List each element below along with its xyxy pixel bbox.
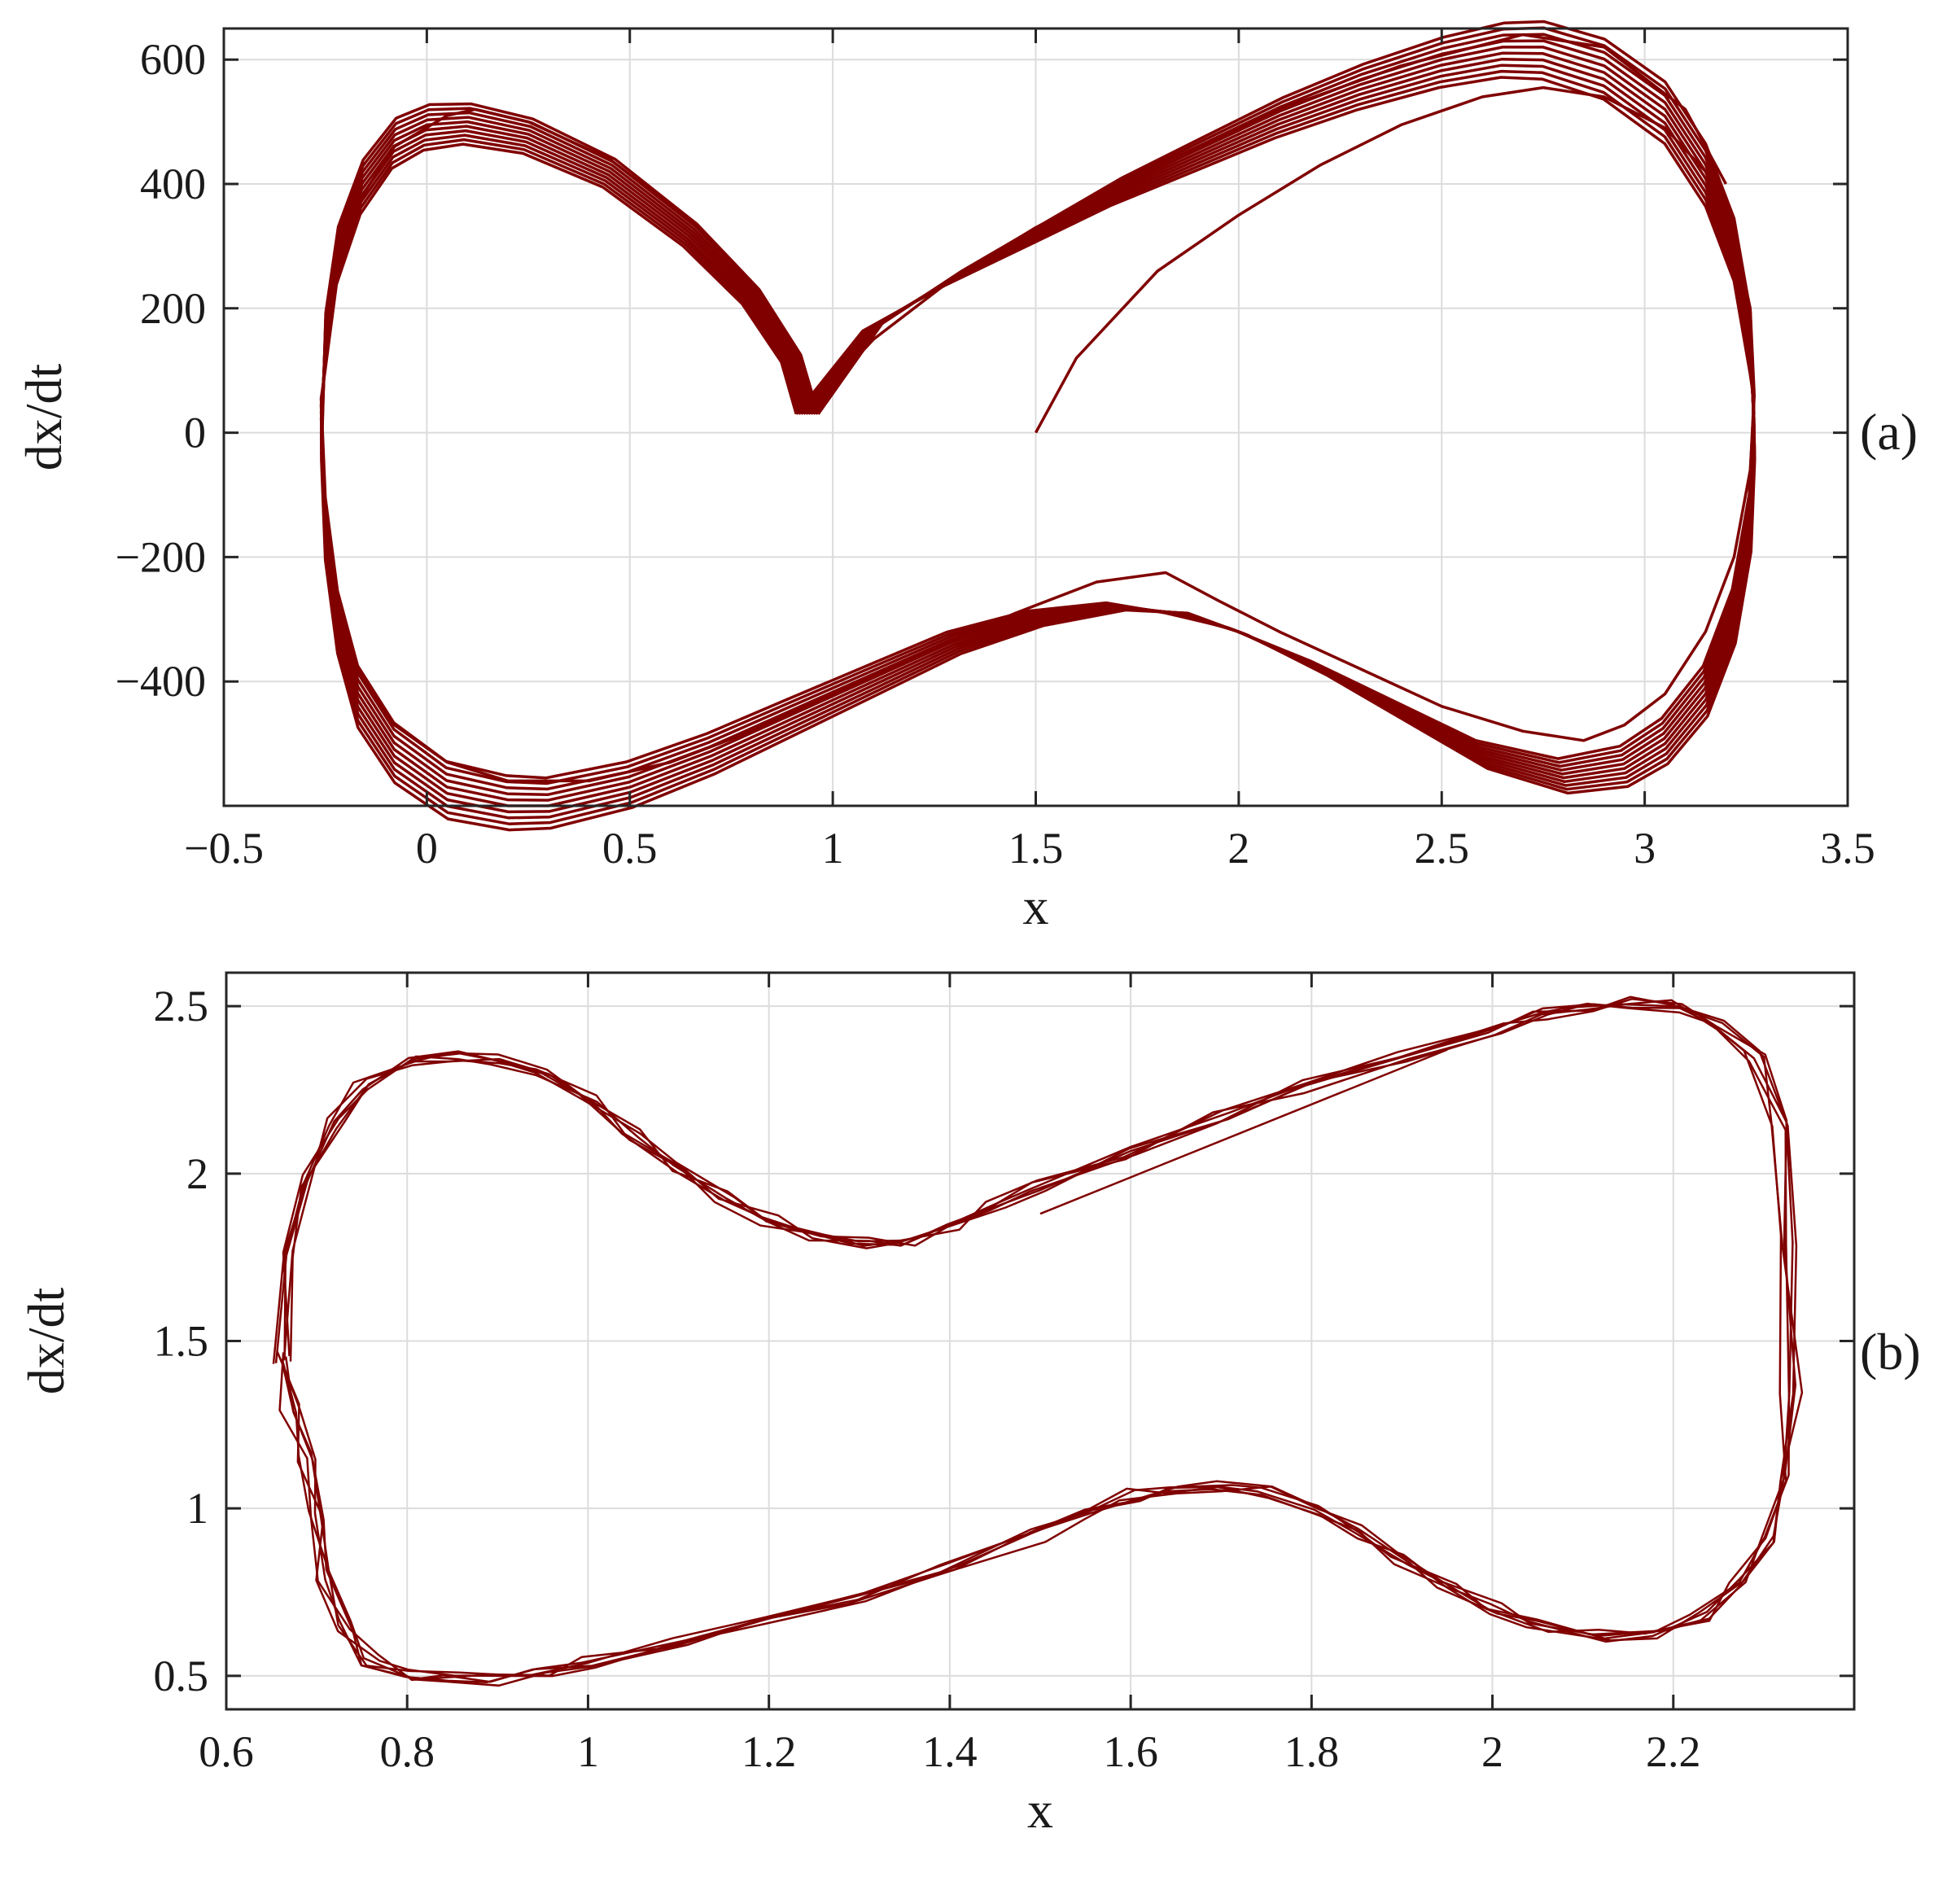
x-tick-label: 2 [1481,1727,1503,1776]
y-tick-label: 1 [186,1484,208,1533]
x-axis-title: x [1023,877,1049,935]
x-tick-label: 2 [1227,824,1249,873]
y-tick-label: 0 [184,409,206,457]
x-tick-label: 3.5 [1820,824,1875,873]
x-tick-label: 1.5 [1008,824,1064,873]
trajectory-loop [282,1000,1789,1675]
x-tick-label: 3 [1634,824,1656,873]
panel-b-phase-portrait: 0.6 0.8 1 1.2 1.4 1.6 1.8 2 2.2 0.5 1 1.5 2 2.5 x dx/dt [17,973,1854,1839]
panel-a-tag: (a) [1860,403,1918,461]
trajectory-loop [276,1004,1796,1686]
x-tick-label: 2.2 [1646,1727,1701,1776]
y-tick-label: 200 [140,284,206,333]
trajectory-tail [1040,1050,1447,1214]
x-tick-label: 1 [577,1727,599,1776]
trajectory-loop [282,997,1786,1682]
trajectory-loop [273,1004,1802,1682]
x-tick-label: 1 [822,824,844,873]
trajectory-loop [283,999,1796,1676]
y-tick-label: −200 [116,532,206,581]
y-axis-title: dx/dt [17,1288,75,1395]
y-tick-label: 400 [140,160,206,208]
y-tick-label: 1.5 [154,1317,209,1366]
x-tick-label: 2.5 [1415,824,1470,873]
x-tick-label: 1.6 [1103,1727,1158,1776]
x-tick-label: 0.6 [199,1727,254,1776]
y-tick-label: −400 [116,657,206,706]
y-tick-label: 2 [186,1149,208,1198]
y-tick-label: 600 [140,35,206,84]
x-axis-title: x [1027,1781,1053,1839]
panel-a-phase-portrait: −0.5 0 0.5 1 1.5 2 2.5 3 3.5 −400 −200 0 200 400 600 x d… [15,22,1875,936]
y-tick-label: 0.5 [154,1652,209,1700]
x-tick-label: 1.4 [922,1727,978,1776]
x-tick-label: 0.8 [379,1727,435,1776]
panel-b-tag: (b) [1860,1323,1921,1380]
y-tick-label: 2.5 [154,982,209,1030]
x-tick-label: 1.8 [1284,1727,1340,1776]
y-axis-title: dx/dt [15,364,72,471]
x-tick-label: −0.5 [184,824,264,873]
x-tick-label: 1.2 [742,1727,797,1776]
x-tick-label: 0.5 [602,824,658,873]
x-tick-label: 0 [416,824,438,873]
